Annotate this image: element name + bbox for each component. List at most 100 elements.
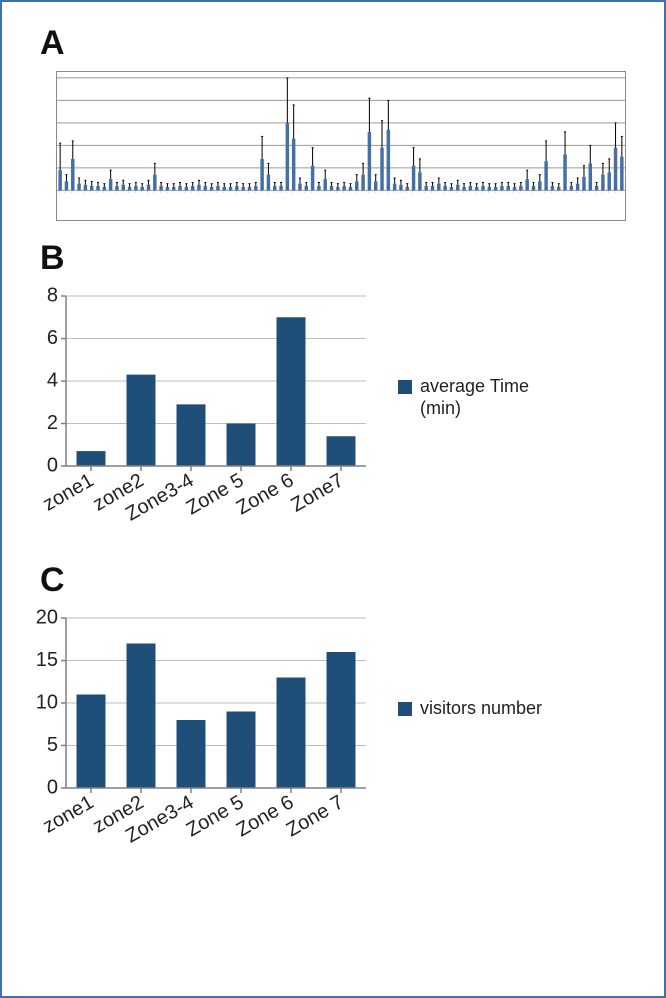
svg-text:·····: ····· — [612, 186, 618, 193]
svg-text:·····: ····· — [397, 186, 403, 193]
x-axis-label: Zone7 — [287, 469, 347, 516]
svg-text:·····: ····· — [233, 186, 239, 193]
svg-text:·····: ····· — [214, 186, 220, 193]
svg-text:·····: ····· — [283, 186, 289, 193]
svg-text:·····: ····· — [201, 186, 207, 193]
svg-text:·····: ····· — [138, 186, 144, 193]
bar — [277, 317, 306, 466]
svg-text:·····: ····· — [378, 186, 384, 193]
panel-c-legend: visitors number — [398, 698, 542, 720]
bar — [77, 451, 106, 466]
svg-text:·····: ····· — [567, 186, 573, 193]
svg-text:·····: ····· — [618, 186, 624, 193]
svg-text:·····: ····· — [277, 186, 283, 193]
svg-text:4: 4 — [47, 369, 58, 391]
svg-text:6: 6 — [47, 327, 58, 349]
bar — [327, 652, 356, 788]
panel-b-label: B — [40, 239, 650, 278]
panel-c-label: C — [40, 561, 650, 600]
x-axis-label: Zone 6 — [233, 469, 298, 519]
svg-text:·····: ····· — [460, 186, 466, 193]
svg-text:·····: ····· — [529, 186, 535, 193]
x-axis-label: Zone 5 — [183, 791, 248, 841]
svg-text:·····: ····· — [454, 186, 460, 193]
svg-text:·····: ····· — [403, 186, 409, 193]
svg-text:·····: ····· — [227, 186, 233, 193]
svg-text:·····: ····· — [195, 186, 201, 193]
svg-text:·····: ····· — [271, 186, 277, 193]
svg-text:·····: ····· — [429, 186, 435, 193]
panel-a-svg: ········································… — [57, 72, 625, 220]
svg-text:·····: ····· — [605, 186, 611, 193]
svg-text:·····: ····· — [309, 186, 315, 193]
svg-text:·····: ····· — [485, 186, 491, 193]
panel-b-block: 02468zone1zone2Zone3-4Zone 5Zone 6Zone7 … — [16, 286, 650, 551]
x-axis-label: Zone 7 — [283, 791, 348, 841]
svg-text:·····: ····· — [258, 186, 264, 193]
svg-text:·····: ····· — [321, 186, 327, 193]
svg-text:·····: ····· — [492, 186, 498, 193]
svg-text:10: 10 — [36, 691, 58, 713]
svg-text:·····: ····· — [340, 186, 346, 193]
svg-text:·····: ····· — [334, 186, 340, 193]
svg-text:20: 20 — [36, 608, 58, 628]
svg-text:·····: ····· — [498, 186, 504, 193]
svg-text:·····: ····· — [328, 186, 334, 193]
svg-text:·····: ····· — [88, 186, 94, 193]
svg-text:·····: ····· — [170, 186, 176, 193]
bar — [227, 424, 256, 467]
panel-b-legend: average Time (min) — [398, 376, 560, 419]
svg-text:·····: ····· — [176, 186, 182, 193]
svg-text:·····: ····· — [384, 186, 390, 193]
bar — [127, 644, 156, 789]
svg-text:·····: ····· — [163, 186, 169, 193]
svg-text:·····: ····· — [548, 186, 554, 193]
svg-text:·····: ····· — [151, 186, 157, 193]
svg-text:·····: ····· — [208, 186, 214, 193]
panel-b-chart: 02468zone1zone2Zone3-4Zone 5Zone 6Zone7 — [16, 286, 386, 551]
panel-a-chart: ········································… — [56, 71, 626, 221]
svg-text:·····: ····· — [296, 186, 302, 193]
svg-text:·····: ····· — [365, 186, 371, 193]
svg-text:·····: ····· — [145, 186, 151, 193]
svg-text:0: 0 — [47, 776, 58, 798]
svg-text:·····: ····· — [435, 186, 441, 193]
bar — [227, 712, 256, 789]
x-axis-label: Zone 5 — [183, 469, 248, 519]
svg-text:·····: ····· — [447, 186, 453, 193]
bar — [177, 720, 206, 788]
svg-text:·····: ····· — [62, 186, 68, 193]
svg-text:·····: ····· — [504, 186, 510, 193]
bar — [77, 695, 106, 789]
svg-text:·····: ····· — [245, 186, 251, 193]
svg-text:·····: ····· — [586, 186, 592, 193]
svg-text:·····: ····· — [561, 186, 567, 193]
svg-text:·····: ····· — [479, 186, 485, 193]
panel-a-label: A — [40, 24, 650, 63]
svg-text:·····: ····· — [126, 186, 132, 193]
svg-text:·····: ····· — [100, 186, 106, 193]
panel-c-svg: 05101520zone1zone2Zone3-4Zone 5Zone 6Zon… — [16, 608, 386, 868]
svg-text:·····: ····· — [157, 186, 163, 193]
svg-text:·····: ····· — [315, 186, 321, 193]
bar — [277, 678, 306, 789]
svg-text:·····: ····· — [580, 186, 586, 193]
figure-frame: A ······································… — [0, 0, 666, 998]
svg-text:·····: ····· — [94, 186, 100, 193]
svg-text:·····: ····· — [536, 186, 542, 193]
bar — [177, 404, 206, 466]
svg-text:·····: ····· — [593, 186, 599, 193]
svg-text:·····: ····· — [391, 186, 397, 193]
svg-text:15: 15 — [36, 649, 58, 671]
svg-text:0: 0 — [47, 454, 58, 476]
svg-text:·····: ····· — [239, 186, 245, 193]
svg-text:·····: ····· — [113, 186, 119, 193]
legend-text: average Time (min) — [420, 376, 560, 419]
svg-text:·····: ····· — [220, 186, 226, 193]
svg-text:·····: ····· — [132, 186, 138, 193]
svg-text:·····: ····· — [473, 186, 479, 193]
svg-text:2: 2 — [47, 412, 58, 434]
svg-text:·····: ····· — [252, 186, 258, 193]
bar — [327, 436, 356, 466]
svg-text:·····: ····· — [69, 186, 75, 193]
